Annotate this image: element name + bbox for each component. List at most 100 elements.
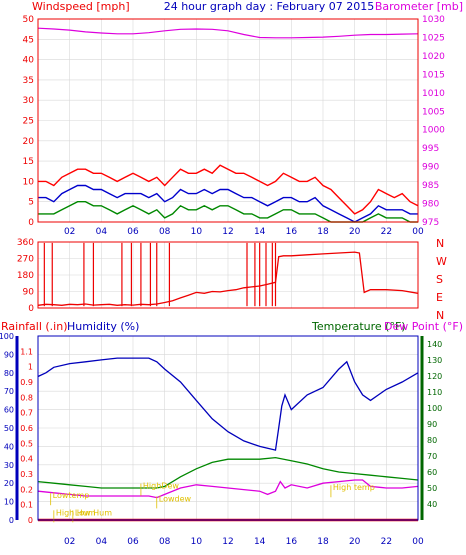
barometer-tick-label: 1020 (422, 52, 445, 62)
humidity-tick-labels: 0 10 20 30 40 50 60 70 80 90 100 (0, 332, 14, 525)
wind-plot-frame (37, 18, 419, 223)
rainfall-tick-label: 1 (28, 363, 33, 372)
rainfall-tick-label: 0.6 (20, 424, 33, 433)
rainfall-tick-label: 0.8 (20, 393, 33, 402)
temperature-tick-label: 70 (427, 452, 437, 461)
humidity-axis-label: Humidity (%) (67, 320, 139, 333)
temperature-hour-tick-labels: 02 04 06 08 10 12 14 16 18 20 22 00 (64, 537, 424, 547)
temperature-line (37, 456, 419, 489)
humidity-tick-label: 40 (4, 442, 14, 451)
wind-grid (38, 18, 419, 223)
annotation-label: High Hum (56, 508, 96, 517)
windspeed-tick-label: 10 (23, 177, 35, 187)
humidity-tick-label: 20 (4, 479, 14, 488)
windspeed-tick-label: 40 (23, 56, 35, 66)
compass-label: W (436, 255, 447, 268)
temperature-hour-tick-label: 18 (317, 537, 329, 547)
wind-barometer-panel: 24 hour graph day : February 07 2015 Win… (23, 0, 463, 237)
compass-label: N (436, 309, 444, 322)
rainfall-tick-label: 0.2 (20, 485, 33, 494)
rainfall-tick-labels: 0 0.1 0.2 0.3 0.4 0.5 0.6 0.7 0.8 0.9 1 1.1 (20, 347, 33, 525)
temperature-hour-tick-label: 00 (412, 537, 424, 547)
barometer-tick-label: 1025 (422, 33, 445, 43)
wind-hour-tick-label: 10 (191, 227, 203, 237)
temperature-tick-label: 40 (427, 500, 437, 509)
direction-series (37, 242, 419, 307)
direction-degree-tick-label: 90 (23, 288, 35, 298)
barometer-tick-label: 980 (422, 200, 439, 210)
annotation-label: Lowtemp (53, 491, 90, 500)
temperature-tick-label: 80 (427, 436, 437, 445)
rainfall-tick-label: 0.7 (20, 409, 33, 418)
temperature-axis-label: Temperature (°F) (311, 320, 406, 333)
humidity-tick-label: 90 (4, 350, 14, 359)
temperature-hour-tick-label: 08 (159, 537, 171, 547)
windspeed-tick-label: 30 (23, 96, 35, 106)
wind-hour-tick-label: 14 (254, 227, 266, 237)
annotation-label: Lowdew (159, 494, 192, 503)
humidity-tick-label: 70 (4, 387, 14, 396)
rainfall-tick-label: 0.9 (20, 378, 33, 387)
windspeed-tick-labels: 0 5 10 15 20 25 30 35 40 45 50 (23, 15, 35, 228)
humidity-tick-label: 30 (4, 461, 14, 470)
barometer-tick-label: 995 (422, 144, 439, 154)
temperature-tick-label: 60 (427, 468, 437, 477)
rainfall-tick-label: 0 (28, 516, 33, 525)
temperature-tick-label: 120 (427, 372, 442, 381)
direction-line (37, 251, 419, 306)
humidity-tick-label: 0 (9, 516, 14, 525)
temperature-tick-label: 130 (427, 356, 442, 365)
windspeed-tick-label: 15 (23, 157, 34, 167)
wind-hour-tick-label: 12 (222, 227, 233, 237)
wind-hour-tick-label: 18 (317, 227, 329, 237)
wind-hour-tick-label: 22 (381, 227, 392, 237)
rainfall-tick-label: 0.4 (20, 455, 33, 464)
humidity-line (37, 357, 419, 451)
temperature-hour-tick-label: 06 (127, 537, 139, 547)
temperature-hour-tick-label: 12 (222, 537, 233, 547)
annotation-label: High temp (333, 483, 375, 492)
temperature-hour-tick-label: 16 (286, 537, 298, 547)
windspeed-tick-label: 25 (23, 117, 34, 127)
direction-degree-tick-label: 0 (28, 304, 34, 314)
direction-degree-tick-labels: 0 90 180 270 360 (17, 238, 34, 314)
barometer-tick-label: 985 (422, 181, 439, 191)
rainfall-tick-label: 0.3 (20, 470, 33, 479)
windspeed-tick-label: 0 (28, 218, 34, 228)
windspeed-tick-label: 5 (28, 198, 34, 208)
rainfall-tick-label: 0.5 (20, 439, 33, 448)
temperature-tick-label: 110 (427, 388, 442, 397)
wind-hour-tick-label: 04 (96, 227, 108, 237)
barometer-tick-label: 1000 (422, 126, 445, 136)
barometer-tick-label: 1030 (422, 15, 445, 25)
temperature-tick-label: 50 (427, 484, 437, 493)
annotation-label: HighDew (143, 482, 179, 491)
rainfall-tick-label: 0.1 (20, 501, 33, 510)
dew-point-axis-label: Dew Point (°F) (384, 320, 463, 333)
barometer-tick-label: 1005 (422, 107, 445, 117)
windspeed-tick-label: 45 (23, 35, 34, 45)
direction-plot-frame (37, 241, 419, 309)
wind-hour-tick-label: 08 (159, 227, 171, 237)
barometer-tick-label: 1015 (422, 70, 445, 80)
temperature-hour-tick-label: 14 (254, 537, 266, 547)
rainfall-axis-label: Rainfall (.in) (1, 320, 68, 333)
humidity-tick-label: 60 (4, 406, 14, 415)
temperature-hour-tick-label: 04 (96, 537, 108, 547)
temperature-hour-tick-label: 10 (191, 537, 203, 547)
rainfall-tick-label: 1.1 (20, 347, 33, 356)
windspeed-tick-label: 20 (23, 137, 35, 147)
wind-hour-tick-label: 02 (64, 227, 75, 237)
barometer-tick-label: 990 (422, 163, 439, 173)
temperature-tick-label: 100 (427, 404, 442, 413)
temperature-tick-labels: 40 50 60 70 80 90 100 110 120 130 140 (427, 340, 442, 509)
wind-hour-tick-label: 00 (412, 227, 424, 237)
wind_max-line (38, 164, 419, 215)
direction-degree-tick-label: 180 (17, 271, 34, 281)
temperature-hour-tick-label: 02 (64, 537, 75, 547)
wind-hour-tick-label: 06 (127, 227, 139, 237)
direction-degree-tick-label: 360 (17, 238, 34, 248)
